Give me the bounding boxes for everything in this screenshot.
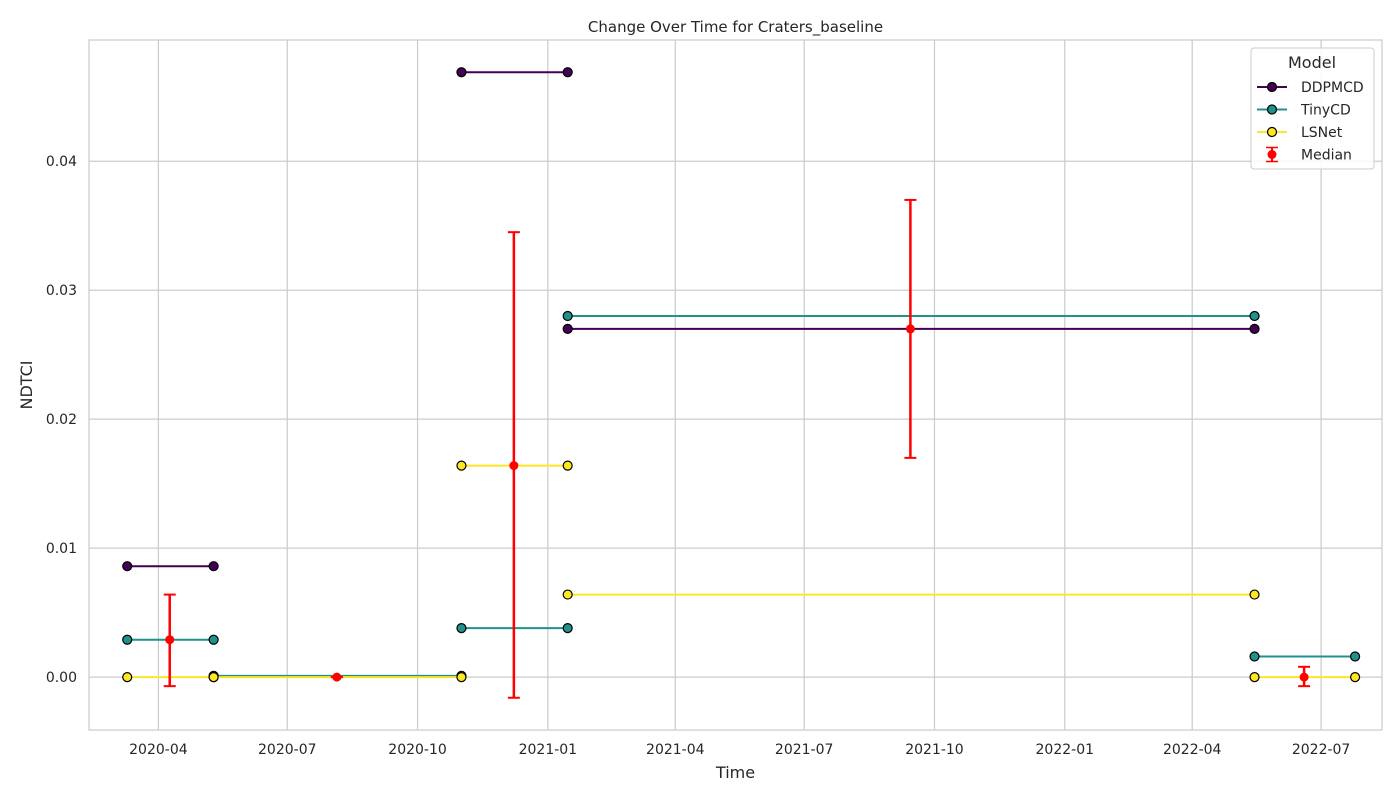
data-point-tinycd [1249,651,1260,662]
legend-entries: DDPMCD TinyCD LSNet Median [1257,80,1364,164]
data-point-lsnet [122,672,133,683]
legend-marker [1267,150,1277,159]
legend-entry-ddpmcd: DDPMCD [1257,80,1364,96]
y-tick-label: 0.00 [46,670,77,686]
median-point [1298,665,1311,688]
data-point-ddpmcd [456,67,467,78]
data-point-tinycd [208,634,219,645]
median-point [163,593,176,688]
x-tick-label: 2021-04 [646,742,705,758]
legend-entry-lsnet: LSNet [1257,125,1343,141]
x-tick-label: 2020-07 [258,742,317,758]
x-axis-label: Time [715,763,755,782]
legend: Model DDPMCD TinyCD LSNet Median [1250,47,1375,170]
data-point-lsnet [562,589,573,600]
y-tick-label: 0.04 [46,154,77,170]
median-marker [332,672,342,682]
data-point-ddpmcd [562,323,573,334]
data-point-tinycd [1249,310,1260,322]
legend-label: TinyCD [1300,103,1351,119]
x-tick-label: 2020-10 [388,742,447,758]
legend-entry-tinycd: TinyCD [1257,103,1351,119]
legend-title: Model [1288,53,1336,72]
data-point-tinycd [122,634,133,645]
y-tick-label: 0.01 [46,541,77,557]
legend-marker [1266,81,1278,93]
grid [89,40,1382,730]
chart-title: Change Over Time for Craters_baseline [588,18,883,37]
y-tick-label: 0.02 [46,412,77,428]
legend-box [1250,47,1375,170]
legend-label: Median [1301,148,1352,164]
plot-frame [88,39,1383,731]
data-point-lsnet [1249,672,1260,683]
data-point-tinycd [562,310,573,322]
legend-marker [1266,104,1278,115]
x-tick-label: 2021-10 [905,742,964,758]
data-point-ddpmcd [208,561,219,572]
data-point-tinycd [1349,651,1361,662]
x-tick-label: 2021-01 [519,742,578,758]
legend-label: LSNet [1301,125,1343,141]
median-layer [163,198,1311,699]
data-point-ddpmcd [1249,323,1260,334]
legend-marker [1266,126,1278,138]
data-point-lsnet [456,460,467,471]
y-axis-label: NDTCI [17,360,36,409]
legend-label: DDPMCD [1301,80,1364,96]
median-marker [165,635,175,645]
x-tick-label: 2021-07 [775,742,834,758]
data-point-lsnet [1349,672,1361,683]
y-tick-labels: 0.00 0.01 0.02 0.03 0.04 [46,154,77,686]
data-point-lsnet [456,672,467,683]
x-tick-labels: 2020-04 2020-07 2020-10 2021-01 2021-04 2021-… [129,742,1350,758]
median-point [507,231,520,699]
x-tick-label: 2022-01 [1036,742,1095,758]
data-point-ddpmcd [562,67,573,78]
data-point-tinycd [456,623,467,634]
median-marker [509,461,519,471]
median-marker [905,324,915,334]
y-tick-label: 0.03 [46,283,77,299]
median-point [904,198,917,459]
data-point-lsnet [208,672,219,683]
median-marker [1299,672,1309,682]
data-point-ddpmcd [122,561,133,572]
legend-entry-median: Median [1266,146,1352,164]
x-tick-label: 2022-07 [1292,742,1351,758]
data-point-lsnet [562,460,573,471]
data-point-lsnet [1249,589,1260,600]
data-point-tinycd [562,623,573,634]
median-point [330,672,343,682]
x-tick-label: 2022-04 [1163,742,1222,758]
x-tick-label: 2020-04 [129,742,188,758]
